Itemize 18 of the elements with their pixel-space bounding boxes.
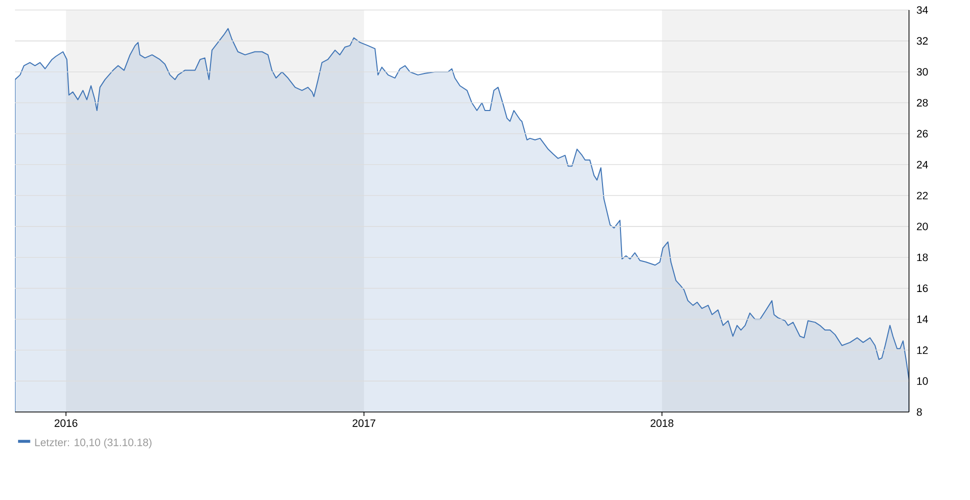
y-tick-label: 8: [916, 408, 922, 416]
y-tick-label: 12: [917, 346, 928, 354]
x-tick-label: 2017: [352, 419, 376, 427]
x-tick-label: 2016: [54, 419, 78, 427]
y-tick-label: 34: [916, 6, 928, 14]
y-tick-label: 32: [916, 37, 928, 45]
y-tick-label: 30: [916, 68, 928, 76]
y-tick-label: 16: [917, 284, 928, 292]
legend-label: Letzter: 10,10 (31.10.18): [35, 438, 152, 448]
y-tick-label: 18: [917, 254, 928, 262]
y-tick-label: 20: [916, 222, 928, 230]
y-tick-label: 14: [917, 316, 928, 323]
y-tick-label: 24: [916, 160, 928, 168]
y-tick-label: 10: [917, 377, 928, 385]
y-tick-label: 28: [916, 98, 928, 107]
y-tick-label: 22: [916, 192, 928, 200]
y-tick-label: 26: [916, 130, 928, 138]
x-tick-label: 2018: [650, 419, 674, 427]
